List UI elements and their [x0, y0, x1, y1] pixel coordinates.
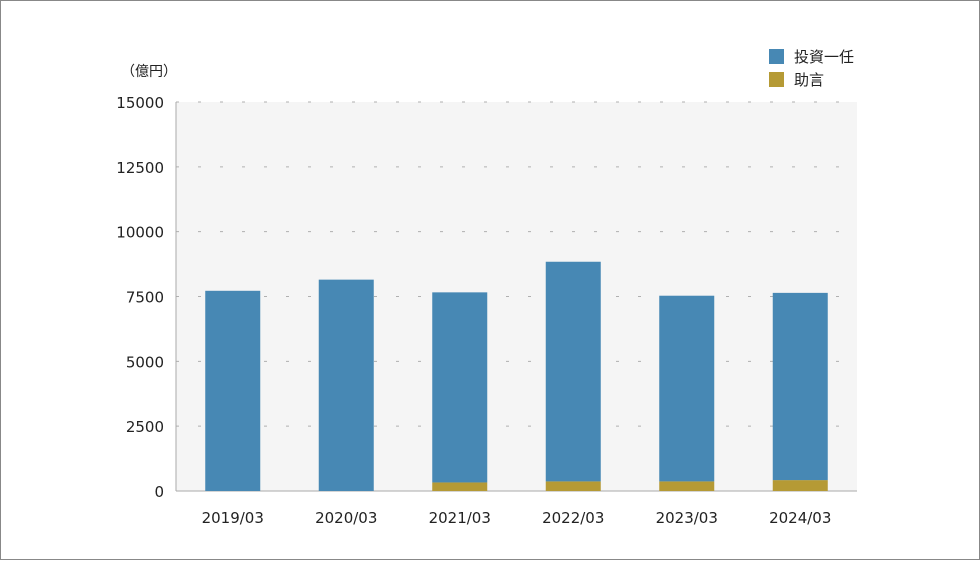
x-tick-label-5: 2024/03 [769, 509, 831, 527]
bar-discretionary-5 [772, 292, 828, 481]
y-tick-label-5: 12500 [116, 159, 164, 177]
x-tick-labels: 2019/03 2020/03 2021/03 2022/03 2023/03 2024/… [202, 509, 832, 527]
y-tick-label-3: 7500 [126, 289, 164, 307]
y-tick-label-4: 10000 [116, 224, 164, 242]
y-tick-label-2: 5000 [126, 353, 164, 371]
x-tick-label-4: 2023/03 [656, 509, 718, 527]
axes [175, 102, 857, 492]
x-tick-label-0: 2019/03 [202, 509, 264, 527]
bar-discretionary-2 [432, 292, 488, 483]
bar-advisory-4 [659, 481, 715, 491]
bar-discretionary-3 [545, 261, 601, 482]
legend-label-0: 投資一任 [794, 48, 854, 66]
y-tick-labels: 0 2500 5000 7500 10000 12500 15000 [116, 94, 164, 501]
bar-discretionary-4 [659, 295, 715, 482]
bar-discretionary-0 [205, 290, 261, 491]
x-tick-label-3: 2022/03 [542, 509, 604, 527]
plot-background [176, 102, 857, 491]
bars [205, 261, 828, 491]
bar-advisory-2 [432, 482, 488, 491]
y-tick-label-1: 2500 [126, 418, 164, 436]
legend-swatch-0 [769, 49, 784, 64]
legend-label-1: 助言 [794, 71, 824, 89]
bar-discretionary-1 [318, 279, 374, 491]
y-tick-label-0: 0 [154, 483, 164, 501]
y-tick-label-6: 15000 [116, 94, 164, 112]
bar-advisory-5 [772, 480, 828, 491]
x-tick-label-1: 2020/03 [315, 509, 377, 527]
legend-swatch-1 [769, 72, 784, 87]
y-unit-label: （億円） [121, 64, 177, 80]
bar-advisory-3 [545, 481, 601, 491]
x-tick-label-2: 2021/03 [429, 509, 491, 527]
